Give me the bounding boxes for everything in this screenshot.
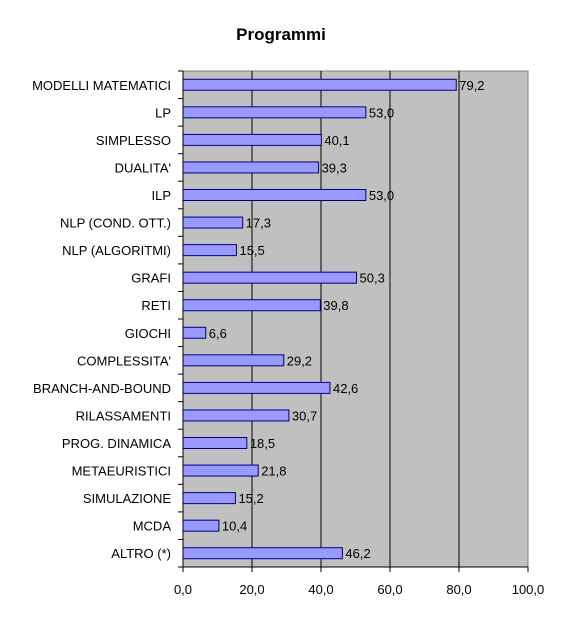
bars bbox=[182, 78, 457, 560]
value-label: 21,8 bbox=[261, 464, 286, 479]
value-label: 46,2 bbox=[345, 546, 370, 561]
category-label: PROG. DINAMICA bbox=[62, 436, 171, 451]
value-label: 15,2 bbox=[238, 491, 263, 506]
chart-title: Programmi bbox=[236, 25, 326, 44]
bar bbox=[182, 437, 248, 449]
bar bbox=[182, 189, 367, 201]
category-label: RILASSAMENTI bbox=[76, 408, 171, 423]
x-tick-label: 60,0 bbox=[377, 582, 402, 597]
bar bbox=[182, 299, 321, 312]
category-label: ALTRO (*) bbox=[111, 546, 171, 561]
bar bbox=[182, 78, 457, 91]
value-label: 30,7 bbox=[292, 408, 317, 423]
category-label: DUALITA' bbox=[115, 160, 171, 175]
category-labels: MODELLI MATEMATICI LP SIMPLESSO DUALITA' ILP… bbox=[32, 70, 183, 568]
bar bbox=[182, 381, 331, 394]
category-label: LP bbox=[155, 105, 171, 120]
bar bbox=[182, 354, 285, 367]
value-label: 53,0 bbox=[369, 188, 394, 203]
value-label: 53,0 bbox=[369, 105, 394, 120]
category-label: BRANCH-AND-BOUND bbox=[33, 381, 171, 396]
x-tick-label: 0,0 bbox=[174, 582, 192, 597]
category-label: SIMPLESSO bbox=[96, 133, 171, 148]
value-label: 15,5 bbox=[239, 243, 264, 258]
x-tick-label: 100,0 bbox=[512, 582, 545, 597]
category-label: NLP (COND. OTT.) bbox=[60, 216, 171, 231]
bar bbox=[182, 271, 358, 284]
x-tick-label: 80,0 bbox=[446, 582, 471, 597]
bar bbox=[182, 133, 322, 146]
x-tick-label: 40,0 bbox=[308, 582, 333, 597]
category-label: RETI bbox=[141, 298, 171, 313]
category-label: GIOCHI bbox=[125, 326, 171, 341]
value-label: 10,4 bbox=[222, 519, 247, 534]
bar bbox=[182, 547, 343, 560]
category-label: METAEURISTICI bbox=[72, 464, 171, 479]
bar bbox=[182, 326, 207, 339]
bar bbox=[182, 161, 320, 174]
value-labels: 79,2 53,0 40,1 39,3 53,0 17,3 15,5 50,3 39,8 6,6 2… bbox=[209, 78, 485, 561]
value-label: 50,3 bbox=[360, 271, 385, 286]
value-label: 40,1 bbox=[324, 133, 349, 148]
bar bbox=[182, 409, 290, 422]
value-label: 6,6 bbox=[209, 326, 227, 341]
value-label: 18,5 bbox=[250, 436, 275, 451]
value-label: 17,3 bbox=[246, 216, 271, 231]
category-label: NLP (ALGORITMI) bbox=[62, 243, 171, 258]
bar bbox=[182, 106, 367, 119]
gridlines bbox=[251, 71, 460, 567]
bar bbox=[182, 464, 259, 477]
value-label: 79,2 bbox=[459, 78, 484, 93]
category-label: SIMULAZIONE bbox=[83, 491, 171, 506]
x-axis: 0,0 20,0 40,0 60,0 80,0 100,0 bbox=[174, 71, 544, 597]
bar bbox=[182, 216, 244, 229]
plot-area bbox=[182, 70, 529, 568]
x-tick-label: 20,0 bbox=[239, 582, 264, 597]
value-label: 39,8 bbox=[323, 298, 348, 313]
value-label: 42,6 bbox=[333, 381, 358, 396]
bar bbox=[182, 244, 237, 257]
category-label: GRAFI bbox=[131, 271, 171, 286]
category-label: MODELLI MATEMATICI bbox=[32, 78, 171, 93]
bar bbox=[182, 519, 220, 532]
bar bbox=[182, 492, 236, 505]
value-label: 39,3 bbox=[322, 160, 347, 175]
category-label: COMPLESSITA' bbox=[77, 353, 171, 368]
value-label: 29,2 bbox=[287, 353, 312, 368]
category-label: MCDA bbox=[133, 519, 172, 534]
category-label: ILP bbox=[151, 188, 171, 203]
